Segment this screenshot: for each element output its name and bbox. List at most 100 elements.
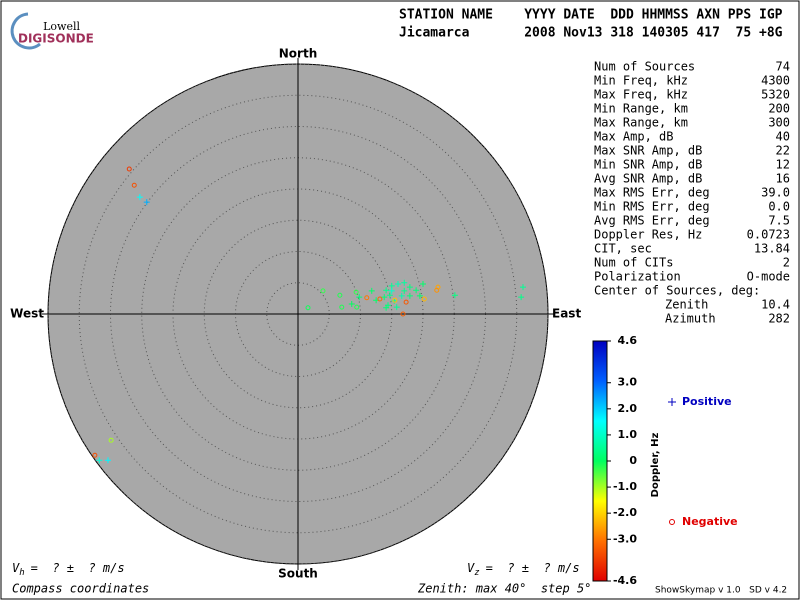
source-point xyxy=(395,281,401,287)
stat-label: Max Range, km xyxy=(594,116,688,130)
legend-label: Negative xyxy=(682,515,738,528)
stat-label: Azimuth xyxy=(665,312,716,326)
source-point xyxy=(406,284,413,291)
direction-label: North xyxy=(279,47,317,61)
source-point xyxy=(339,304,345,310)
colorbar-tick-label: 2.0 xyxy=(618,402,638,415)
direction-label: East xyxy=(552,307,581,321)
vh-sub: h xyxy=(19,568,24,578)
stat-label: Min Range, km xyxy=(594,102,688,116)
stat-value: 5320 xyxy=(761,88,790,102)
stat-value: 39.0 xyxy=(761,186,790,200)
colorbar-tick-label: -3.0 xyxy=(613,532,637,545)
source-point xyxy=(354,304,360,310)
vz-sub: z xyxy=(474,568,479,578)
vz-text: = ? ± ? m/s xyxy=(486,561,580,575)
source-point xyxy=(143,199,150,206)
header-line: Jicamarca 2008 Nov13 318 140305 417 75 +… xyxy=(399,26,783,41)
vh-symbol: V xyxy=(12,561,20,575)
source-point xyxy=(401,287,408,294)
source-point xyxy=(131,182,137,188)
plot: North South West East xyxy=(10,47,581,581)
stat-label: Avg SNR Amp, dB xyxy=(594,172,702,186)
source-point xyxy=(305,305,311,311)
source-point xyxy=(406,292,413,299)
stat-label: Min Freq, kHz xyxy=(594,74,688,88)
stat-value: 13.84 xyxy=(754,242,790,256)
source-point xyxy=(520,284,526,291)
source-point xyxy=(377,296,383,302)
source-point xyxy=(401,279,408,286)
stat-value: 40 xyxy=(776,130,790,144)
stat-label: Num of CITs xyxy=(594,256,673,270)
source-point xyxy=(421,296,427,302)
legend-marker xyxy=(669,519,675,525)
stat-value: 200 xyxy=(768,102,790,116)
source-point xyxy=(398,292,405,299)
stat-label: Num of Sources xyxy=(594,60,695,74)
vz: Vz = ? ± ? m/s xyxy=(467,561,580,578)
source-point xyxy=(368,287,375,294)
source-point xyxy=(364,295,370,301)
stat-value: 12 xyxy=(776,158,790,172)
source-point xyxy=(383,287,390,294)
source-point xyxy=(136,194,143,201)
logo-top: Lowell xyxy=(43,20,80,33)
colorbar-label: Doppler, Hz xyxy=(650,433,661,498)
stat-label: Max SNR Amp, dB xyxy=(594,144,702,158)
stat-value: 0.0723 xyxy=(747,228,790,242)
stat-label: Max RMS Err, deg xyxy=(594,186,710,200)
direction-label: South xyxy=(278,567,318,581)
source-point xyxy=(348,301,355,307)
source-point xyxy=(413,287,420,294)
stat-label: Min SNR Amp, dB xyxy=(594,158,702,172)
colorbar xyxy=(592,340,608,582)
source-point xyxy=(353,289,359,295)
stat-value: 300 xyxy=(768,116,790,130)
colorbar-tick-label: -4.6 xyxy=(613,574,637,587)
stat-value: 0.0 xyxy=(768,200,790,214)
stat-label: Avg RMS Err, deg xyxy=(594,214,710,228)
source-point xyxy=(92,452,98,458)
stat-label: CIT, sec xyxy=(594,242,652,256)
logo-bottom: DIGISONDE xyxy=(18,32,94,46)
source-point xyxy=(403,299,409,305)
source-point xyxy=(320,288,326,294)
source-point xyxy=(105,457,111,464)
vh: Vh = ? ± ? m/s xyxy=(12,561,125,578)
stat-value: 16 xyxy=(776,172,790,186)
source-point xyxy=(518,294,525,301)
stat-value: O-mode xyxy=(747,270,790,284)
stat-value: 22 xyxy=(776,144,790,158)
stat-value: 282 xyxy=(768,312,790,326)
stat-label: Max Freq, kHz xyxy=(594,88,688,102)
stat-heading: Center of Sources, deg: xyxy=(594,284,760,298)
source-point xyxy=(337,292,343,298)
source-point xyxy=(391,297,398,304)
source-point xyxy=(126,166,132,172)
source-point xyxy=(434,287,440,293)
stat-label: Zenith xyxy=(665,298,708,312)
stat-value: 7.5 xyxy=(768,214,790,228)
stat-value: 10.4 xyxy=(761,298,790,312)
vz-symbol: V xyxy=(467,561,475,575)
vh-text: = ? ± ? m/s xyxy=(31,561,125,575)
stat-value: 2 xyxy=(783,256,790,270)
colorbar-tick-label: -1.0 xyxy=(613,480,637,493)
direction-label: West xyxy=(10,307,44,321)
colorbar-tick-label: 3.0 xyxy=(618,376,638,389)
stat-label: Max Amp, dB xyxy=(594,130,673,144)
source-point xyxy=(108,437,114,443)
zenith-note: Zenith: max 40° step 5° xyxy=(417,582,591,596)
side: 4.6 3.0 2.0 1.0 0 -1.0 -2.0 -3.0 -4.6 Doppler, Hz… xyxy=(592,60,790,587)
source-point xyxy=(416,292,423,299)
source-point xyxy=(388,287,395,294)
source-point xyxy=(420,281,426,287)
colorbar-tick-label: 4.6 xyxy=(618,334,638,347)
stat-label: Polarization xyxy=(594,270,681,284)
source-point xyxy=(381,294,388,301)
legend-marker xyxy=(668,398,676,406)
source-point xyxy=(392,297,398,303)
stat-value: 4300 xyxy=(761,74,790,88)
